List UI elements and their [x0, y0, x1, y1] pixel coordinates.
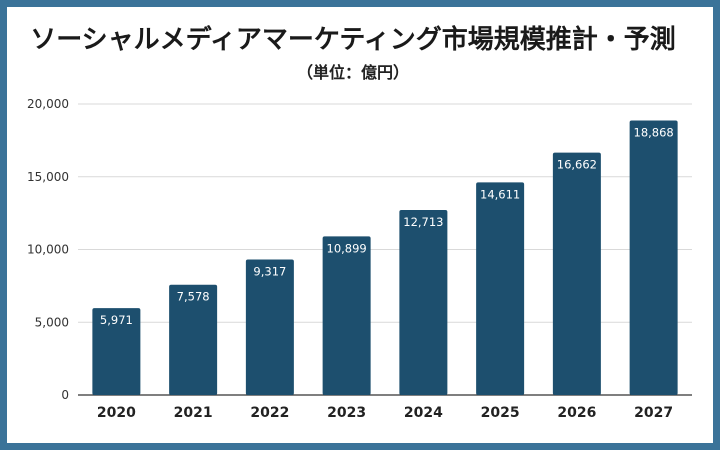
y-tick-label: 15,000 — [27, 170, 69, 184]
data-label: 9,317 — [253, 264, 286, 278]
bar — [92, 308, 141, 395]
data-label: 18,868 — [634, 125, 674, 139]
bar — [169, 284, 218, 395]
x-tick-label: 2023 — [327, 405, 366, 421]
x-tick-label: 2020 — [97, 405, 136, 421]
data-label: 5,971 — [100, 313, 133, 327]
x-tick-label: 2025 — [481, 405, 520, 421]
x-tick-label: 2022 — [250, 405, 289, 421]
x-tick-label: 2021 — [174, 405, 213, 421]
y-tick-label: 10,000 — [27, 243, 69, 257]
x-tick-label: 2027 — [634, 405, 673, 421]
bar — [399, 210, 448, 395]
data-label: 7,578 — [177, 290, 210, 304]
data-label: 14,611 — [480, 187, 520, 201]
bar — [245, 259, 294, 395]
bar — [629, 120, 678, 396]
y-tick-label: 20,000 — [27, 97, 69, 111]
bar — [552, 152, 601, 395]
x-tick-label: 2026 — [557, 405, 596, 421]
bar — [476, 182, 525, 395]
chart-subtitle: （単位：億円） — [296, 63, 409, 82]
bar — [322, 236, 371, 395]
chart-title: ソーシャルメディアマーケティング市場規模推計・予測 — [30, 25, 676, 55]
data-label: 10,899 — [327, 241, 367, 255]
data-label: 16,662 — [557, 158, 597, 172]
x-tick-label: 2024 — [404, 405, 443, 421]
y-tick-label: 5,000 — [35, 315, 69, 329]
y-tick-label: 0 — [61, 388, 69, 402]
data-label: 12,713 — [403, 215, 443, 229]
